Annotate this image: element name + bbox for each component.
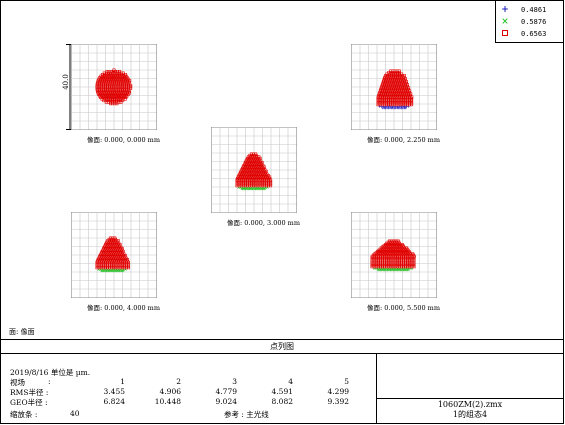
spot-caption: 像面: 0.000, 2.250 mm — [367, 136, 440, 144]
wavelength-legend: + 0.4861 × 0.5876 0.6563 — [495, 1, 564, 43]
rms-value: 4.906 — [159, 387, 181, 396]
field-colon: : — [48, 377, 51, 386]
plus-marker-icon: + — [501, 5, 509, 15]
plot-title: 点列图 — [0, 339, 564, 354]
legend-entry: + 0.4861 — [500, 4, 546, 16]
geo-value: 9.392 — [327, 397, 349, 406]
geo-label: GEO半径 : — [10, 398, 48, 407]
legend-value: 0.5876 — [521, 18, 547, 26]
scale-row-value: 40 — [70, 409, 80, 418]
scale-bar-label: 40.0 — [61, 74, 70, 90]
info-block: 2019/8/16 单位是 µm. 视场 : 1 2 3 4 5 RMS半径 :… — [0, 354, 376, 424]
file-info: 1060ZM(2).zmx 1的组态4 — [376, 400, 564, 420]
field-label: 视场 — [10, 378, 25, 387]
square-marker-icon — [500, 29, 510, 39]
surface-label: 面: 像面 — [9, 328, 35, 336]
rms-value: 3.455 — [103, 387, 125, 396]
spot-diagram-2 — [351, 44, 437, 130]
info-divider — [376, 354, 377, 424]
legend-entry: 0.6563 — [500, 28, 546, 40]
rms-value: 4.591 — [271, 387, 293, 396]
field-number: 2 — [176, 377, 181, 386]
legend-entry: × 0.5876 — [500, 16, 546, 28]
scale-row-label: 缩放条 : — [10, 410, 38, 419]
geo-value: 10.448 — [154, 397, 181, 406]
spot-diagram-3 — [211, 127, 297, 213]
config-name: 1的组态4 — [452, 410, 488, 419]
geo-value: 9.024 — [215, 397, 237, 406]
field-number: 3 — [232, 377, 237, 386]
rms-value: 4.779 — [215, 387, 237, 396]
date-units: 2019/8/16 单位是 µm. — [10, 368, 91, 377]
geo-value: 8.082 — [271, 397, 293, 406]
spot-caption: 像面: 0.000, 5.500 mm — [367, 304, 440, 312]
rms-label: RMS半径 : — [10, 388, 49, 397]
geo-value: 6.824 — [103, 397, 125, 406]
spot-caption: 像面: 0.000, 4.000 mm — [87, 304, 160, 312]
field-number: 5 — [344, 377, 349, 386]
rms-value: 4.299 — [327, 387, 349, 396]
field-number: 4 — [288, 377, 293, 386]
spot-caption: 像面: 0.000, 0.000 mm — [87, 136, 160, 144]
spot-diagram-1 — [71, 44, 157, 130]
legend-value: 0.4861 — [521, 6, 547, 14]
cross-marker-icon: × — [501, 17, 509, 27]
field-number: 1 — [120, 377, 125, 386]
file-name: 1060ZM(2).zmx — [437, 400, 503, 409]
spot-caption: 像面: 0.000, 3.000 mm — [227, 219, 300, 227]
spot-diagram-5 — [351, 212, 437, 298]
reference-label: 参考 : 主光线 — [224, 410, 269, 419]
spot-diagram-4 — [71, 212, 157, 298]
legend-value: 0.6563 — [521, 30, 547, 38]
file-divider — [376, 398, 564, 399]
